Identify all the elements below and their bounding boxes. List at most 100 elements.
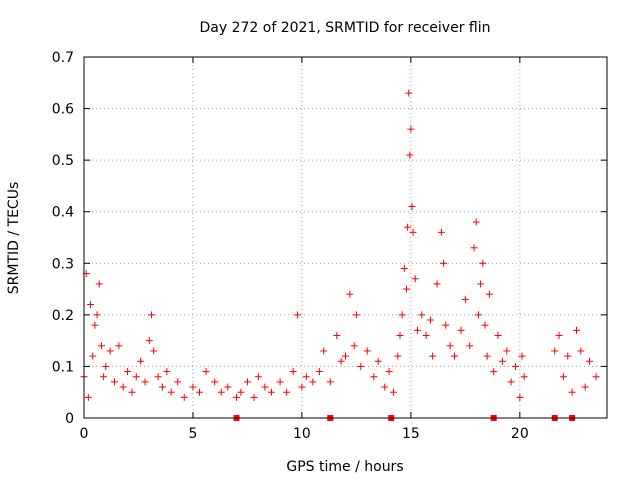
data-point [479,259,487,267]
data-point [461,295,469,303]
x-tick-label: 5 [188,426,197,442]
data-point [342,352,349,360]
data-point [400,264,408,272]
data-point [433,280,441,288]
x-tick-label: 0 [80,426,89,442]
data-point [202,368,210,376]
data-point [411,275,419,283]
data-point [124,368,132,376]
data-point [485,290,493,298]
data-point [409,228,417,236]
data-point [374,357,382,365]
data-point [572,326,580,334]
data-point [102,362,110,370]
data-point [363,347,371,355]
data-point [128,388,136,396]
data-point [559,373,567,381]
data-point [490,368,498,376]
data-point [346,290,354,298]
data-point [494,331,502,339]
data-point [180,393,188,401]
data-point [350,342,358,350]
data-point [91,321,99,329]
data-point [516,393,524,401]
data-point [106,347,114,355]
data-point [477,280,485,288]
data-point [84,393,92,401]
data-point [503,347,511,355]
x-tick-label: 20 [511,426,529,442]
data-point [302,373,310,381]
y-tick-label: 0.5 [52,153,74,169]
data-point [404,223,412,231]
data-point [189,383,197,391]
plot-frame [83,56,608,419]
y-tick-label: 0.4 [52,205,74,221]
data-point [115,342,123,350]
data-point [407,125,415,133]
data-point [237,388,245,396]
data-point [381,383,389,391]
data-point [551,347,559,355]
y-tick-label: 0.2 [52,308,74,324]
y-axis-label: SRMTID / TECUs [6,182,22,295]
data-point [568,388,576,396]
data-point [283,388,291,396]
data-point [87,301,95,309]
data-point [394,352,402,360]
data-point [148,311,156,319]
grid [84,57,607,418]
data-point [396,331,404,339]
data-point [481,321,489,329]
data-point [446,342,454,350]
data-point [389,388,397,396]
data-point [555,331,563,339]
data-point [298,383,306,391]
data-point [163,368,171,376]
data-point [93,311,101,319]
x-tick-label: 10 [293,426,311,442]
data-point [195,388,203,396]
data-point [408,203,416,211]
data-point [586,357,594,365]
data-point [154,373,162,381]
data-point [289,368,297,376]
data-point [518,352,526,360]
data-point [97,342,105,350]
data-point [119,383,127,391]
data-point [141,378,149,386]
data-point [224,383,232,391]
data-point [132,373,140,381]
data-point [442,321,450,329]
data-point [174,378,182,386]
data-point [254,373,262,381]
data-point [267,388,275,396]
data-point [385,368,393,376]
data-point [450,352,458,360]
axis-ticks: 0 5 10 15 20 0 0.1 0.2 0.3 0.4 0.5 0.6 0.7 [52,50,607,442]
data-point [217,388,225,396]
data-point [470,244,478,252]
data-point [261,383,269,391]
data-point [403,285,411,293]
data-point [89,352,97,360]
data-point [370,373,378,381]
data-point [233,393,241,401]
data-point [581,383,589,391]
data-point [457,326,465,334]
y-tick-label: 0.7 [52,50,74,66]
data-point [413,326,421,334]
data-point [167,388,175,396]
data-point [111,378,119,386]
data-point [440,259,448,267]
data-point [320,347,328,355]
data-point [498,357,506,365]
data-point [333,331,341,339]
data-point [472,218,480,226]
data-point [309,378,317,386]
data-point [466,342,474,350]
data-point [418,311,426,319]
data-point [422,331,430,339]
data-point [437,228,445,236]
data-point [352,311,360,319]
